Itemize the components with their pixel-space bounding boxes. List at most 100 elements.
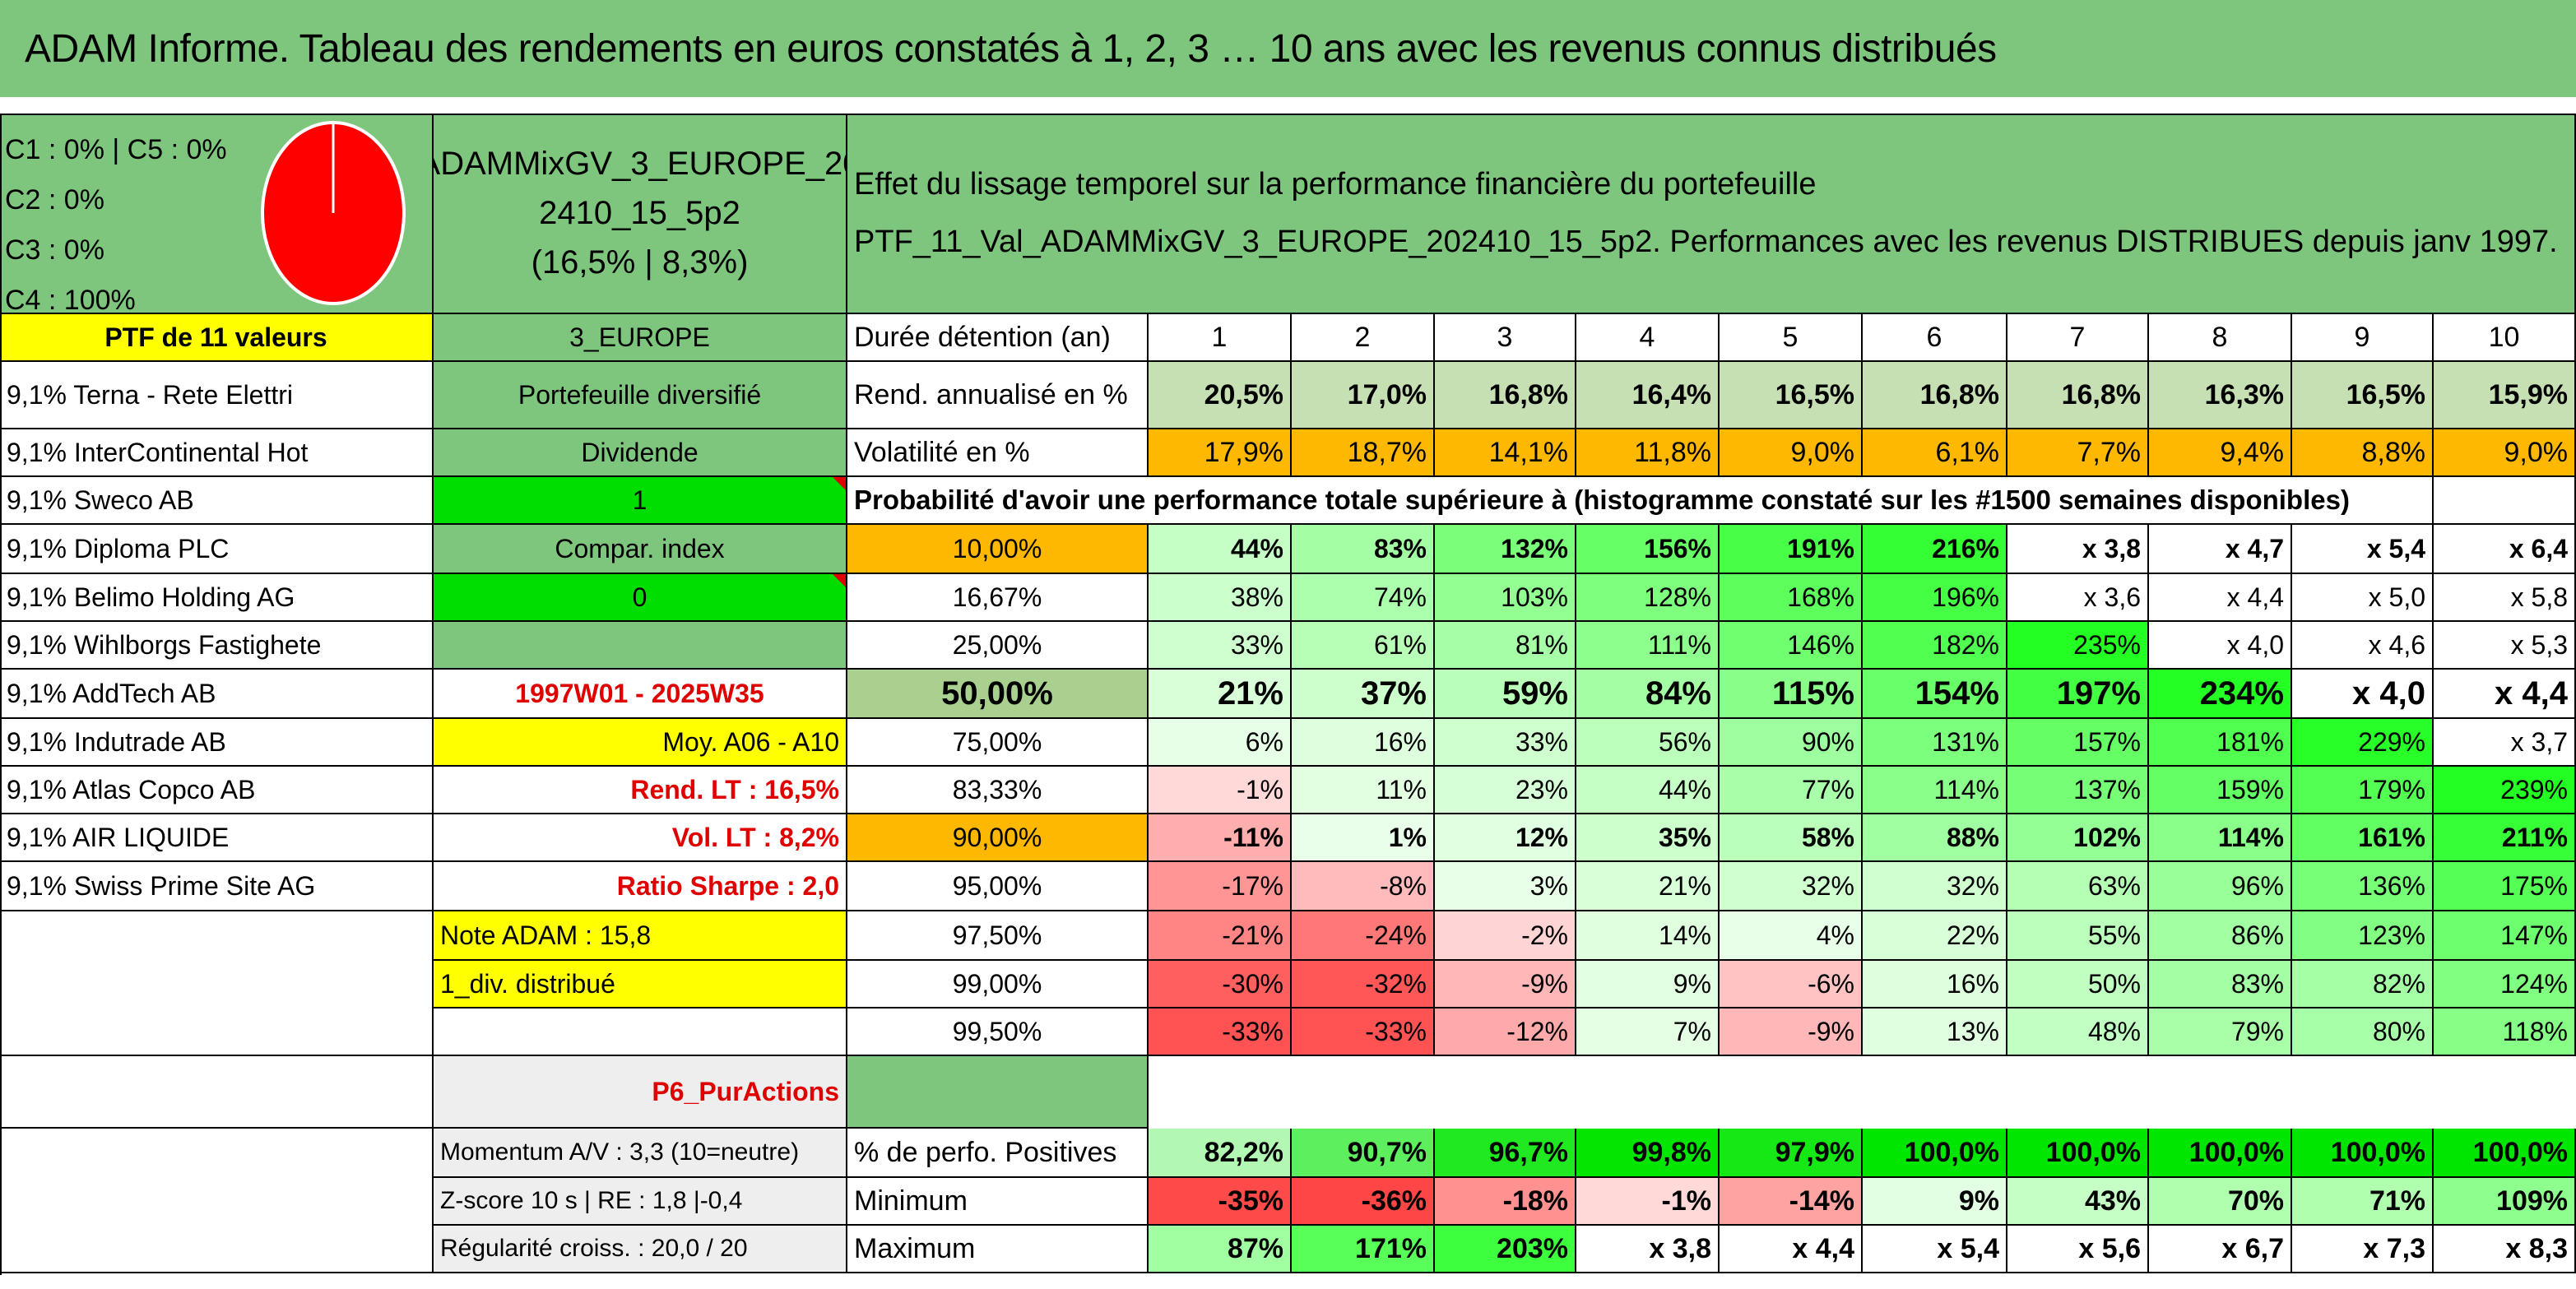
proba-value: 82%: [2292, 961, 2434, 1008]
proba-value: x 5,4: [2292, 525, 2434, 574]
pos-value: 100,0%: [2149, 1129, 2292, 1178]
proba-value: -32%: [1292, 961, 1435, 1008]
proba-value: 175%: [2434, 862, 2576, 911]
proba-value: 181%: [2149, 719, 2292, 767]
max-value: x 8,3: [2434, 1226, 2576, 1273]
proba-value: 128%: [1576, 574, 1720, 622]
proba-value: 3%: [1435, 862, 1576, 911]
proba-value: x 3,6: [2007, 574, 2149, 622]
proba-value: 83%: [2149, 961, 2292, 1008]
vol-value: 7,7%: [2007, 429, 2149, 477]
adam-note: Note ADAM : 15,8: [434, 911, 847, 961]
proba-value: 168%: [1720, 574, 1863, 622]
vol-value: 9,4%: [2149, 429, 2292, 477]
proba-value: 157%: [2007, 719, 2149, 767]
proba-value: 156%: [1576, 525, 1720, 574]
year-header: 1: [1149, 314, 1292, 362]
proba-threshold: 10,00%: [847, 525, 1149, 574]
proba-value: 16%: [1863, 961, 2007, 1008]
regularity-label: Régularité croiss. : 20,0 / 20: [434, 1226, 847, 1273]
option-value-1[interactable]: 1: [434, 477, 847, 525]
min-label: Minimum: [847, 1178, 1149, 1226]
proba-value: 111%: [1576, 622, 1720, 670]
proba-value: 132%: [1435, 525, 1576, 574]
min-value: -36%: [1292, 1178, 1435, 1226]
proba-value: 96%: [2149, 862, 2292, 911]
dividend-count: 1_div. distribué: [434, 961, 847, 1008]
year-header: 6: [1863, 314, 2007, 362]
zone-label: 3_EUROPE: [434, 314, 847, 362]
min-value: 70%: [2149, 1178, 2292, 1226]
proba-value: 118%: [2434, 1008, 2576, 1056]
holding-row: 9,1% Wihlborgs Fastighete: [0, 622, 434, 670]
vol-value: 11,8%: [1576, 429, 1720, 477]
year-header: 7: [2007, 314, 2149, 362]
proba-value: 4%: [1720, 911, 1863, 961]
vol-lt: Vol. LT : 8,2%: [434, 814, 847, 862]
proba-value: 90%: [1720, 719, 1863, 767]
proba-value: -12%: [1435, 1008, 1576, 1056]
proba-value: 234%: [2149, 670, 2292, 719]
max-value: 87%: [1149, 1226, 1292, 1273]
proba-threshold: 99,50%: [847, 1008, 1149, 1056]
description-line: Effet du lissage temporel sur la perform…: [854, 167, 1817, 202]
proba-value: 80%: [2292, 1008, 2434, 1056]
proba-value: 16%: [1292, 719, 1435, 767]
min-value: 71%: [2292, 1178, 2434, 1226]
empty-cell: [0, 1056, 434, 1129]
proba-value: 61%: [1292, 622, 1435, 670]
holding-row: 9,1% AIR LIQUIDE: [0, 814, 434, 862]
proba-value: 77%: [1720, 767, 1863, 814]
max-label: Maximum: [847, 1226, 1149, 1273]
proba-threshold: 83,33%: [847, 767, 1149, 814]
proba-value: 114%: [2149, 814, 2292, 862]
vol-value: 6,1%: [1863, 429, 2007, 477]
proba-value: x 4,7: [2149, 525, 2292, 574]
sharpe-ratio: Ratio Sharpe : 2,0: [434, 862, 847, 911]
max-value: x 4,4: [1720, 1226, 1863, 1273]
proba-value: x 4,4: [2149, 574, 2292, 622]
portfolio-name-panel: ADAMMixGV_3_EUROPE_20 2410_15_5p2 (16,5% |…: [434, 114, 847, 314]
proba-value: 115%: [1720, 670, 1863, 719]
proba-value: 32%: [1863, 862, 2007, 911]
portfolio-type: Portefeuille diversifié: [434, 362, 847, 429]
proba-value: 48%: [2007, 1008, 2149, 1056]
holding-row: 9,1% Swiss Prime Site AG: [0, 862, 434, 911]
rend-value: 20,5%: [1149, 362, 1292, 429]
holding-row: 9,1% Terna - Rete Elettri: [0, 362, 434, 429]
proba-value: 154%: [1863, 670, 2007, 719]
proba-value: 182%: [1863, 622, 2007, 670]
min-value: -14%: [1720, 1178, 1863, 1226]
proba-value: 197%: [2007, 670, 2149, 719]
proba-label: Probabilité d'avoir une performance tota…: [847, 477, 2434, 525]
option-value-0[interactable]: 0: [434, 574, 847, 622]
proba-value: 239%: [2434, 767, 2576, 814]
proba-value: x 5,8: [2434, 574, 2576, 622]
proba-value: 216%: [1863, 525, 2007, 574]
max-value: x 5,4: [1863, 1226, 2007, 1273]
empty-cell: [0, 1129, 434, 1273]
proba-threshold: 90,00%: [847, 814, 1149, 862]
proba-value: -30%: [1149, 961, 1292, 1008]
max-value: x 7,3: [2292, 1226, 2434, 1273]
proba-value: 33%: [1149, 622, 1292, 670]
proba-value: 35%: [1576, 814, 1720, 862]
vol-value: 17,9%: [1149, 429, 1292, 477]
pos-value: 96,7%: [1435, 1129, 1576, 1178]
proba-value: 55%: [2007, 911, 2149, 961]
proba-value: 38%: [1149, 574, 1292, 622]
holding-row: 9,1% Belimo Holding AG: [0, 574, 434, 622]
year-header: 2: [1292, 314, 1435, 362]
year-header: 4: [1576, 314, 1720, 362]
proba-value: 63%: [2007, 862, 2149, 911]
proba-value: 81%: [1435, 622, 1576, 670]
empty-cell: [434, 1008, 847, 1056]
proba-threshold: 95,00%: [847, 862, 1149, 911]
rend-value: 16,4%: [1576, 362, 1720, 429]
year-header: 10: [2434, 314, 2576, 362]
proba-threshold: 50,00%: [847, 670, 1149, 719]
rend-value: 16,3%: [2149, 362, 2292, 429]
proba-value: -6%: [1720, 961, 1863, 1008]
year-header: 5: [1720, 314, 1863, 362]
proba-value: 147%: [2434, 911, 2576, 961]
